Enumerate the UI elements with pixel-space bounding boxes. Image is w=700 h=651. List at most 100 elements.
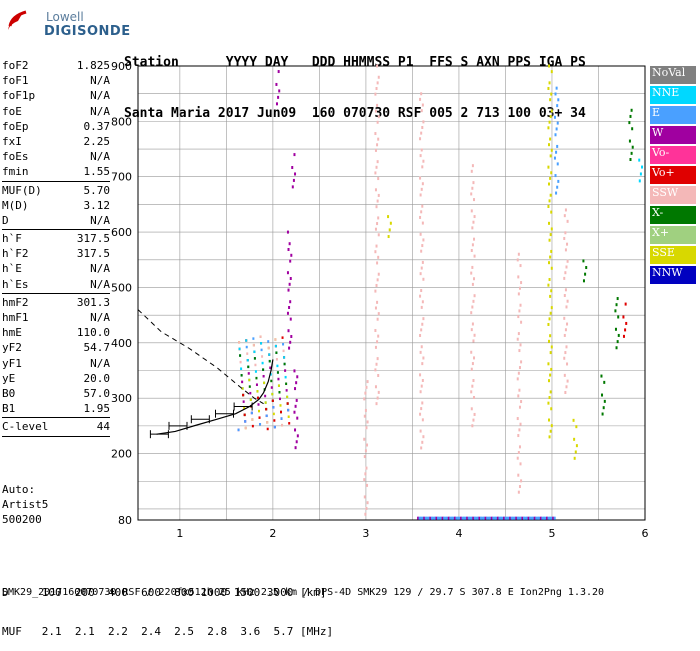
trace-point	[422, 356, 425, 360]
trace-point	[470, 407, 473, 411]
trace-point	[270, 386, 273, 389]
file-info-line: SMK29_2017160070730.RSF / 220fx512h 25 k…	[2, 587, 605, 598]
trace-point	[550, 171, 553, 175]
trace-point	[421, 221, 424, 225]
trace-point	[472, 516, 475, 520]
trace-point	[365, 466, 368, 470]
trace-point	[550, 289, 553, 293]
trace-point	[242, 393, 245, 397]
trace-point	[518, 349, 521, 353]
trace-point	[363, 397, 366, 401]
trace-point	[420, 384, 423, 388]
trace-point	[238, 341, 241, 344]
trace-point	[563, 236, 566, 240]
trace-point	[493, 516, 496, 520]
trace-point	[471, 226, 474, 230]
trace-point	[377, 390, 380, 394]
logo-text-lowell: Lowell	[46, 10, 84, 24]
trace-point	[555, 191, 558, 195]
muf-table: D 100 200 400 600 800 1000 1500 3000 [km…	[2, 560, 333, 651]
trace-point	[239, 354, 242, 357]
trace-point	[628, 139, 631, 143]
trace-point	[515, 516, 518, 520]
trace-point	[432, 516, 435, 520]
trace-point	[422, 277, 425, 281]
trace-point	[258, 409, 261, 413]
trace-point	[564, 248, 567, 252]
trace-point	[422, 238, 425, 242]
trace-point	[287, 415, 290, 418]
trace-point	[423, 516, 426, 520]
param-row: foF1p N/A	[2, 88, 110, 103]
param-key: foF1	[2, 74, 29, 88]
trace-point	[241, 387, 244, 390]
trace-point	[518, 366, 521, 370]
trace-point	[517, 332, 520, 336]
trace-point	[376, 340, 379, 344]
legend-item: X+	[650, 226, 696, 244]
trace-point	[516, 456, 519, 460]
trace-point	[549, 516, 552, 520]
param-row: foEs N/A	[2, 149, 110, 164]
trace-point	[295, 440, 298, 444]
trace-point	[456, 516, 459, 520]
trace-point	[521, 516, 524, 520]
trace-point	[262, 374, 265, 378]
trace-point	[441, 516, 444, 520]
param-key: MUF(D)	[2, 183, 42, 197]
trace-point	[544, 516, 547, 520]
trace-point	[518, 405, 521, 409]
trace-point	[376, 160, 379, 164]
trace-point	[518, 485, 521, 489]
trace-point	[272, 412, 275, 416]
trace-point	[564, 288, 567, 292]
trace-point	[566, 322, 569, 326]
trace-point	[374, 148, 377, 152]
logo-text-digisonde: DIGISONDE	[44, 24, 131, 39]
trace-point	[518, 428, 521, 432]
trace-point	[287, 329, 290, 333]
trace-point	[376, 143, 379, 147]
trace-point	[419, 97, 422, 101]
y-tick-label: 80	[118, 514, 132, 527]
trace-point	[473, 395, 476, 399]
param-value: 1.55	[83, 165, 111, 179]
legend-item: SSE	[650, 246, 696, 264]
param-row: B1 1.95	[2, 401, 110, 416]
y-tick-label: 700	[111, 171, 132, 184]
trace-point	[566, 219, 569, 223]
trace-point	[274, 338, 277, 341]
trace-point	[553, 516, 556, 520]
trace-point	[377, 216, 380, 220]
y-tick-label: 300	[111, 392, 132, 405]
param-row: B0 57.0	[2, 386, 110, 401]
trace-point	[566, 242, 569, 246]
trace-point	[419, 350, 422, 354]
trace-point	[630, 151, 633, 155]
trace-point	[271, 399, 274, 402]
trace-point	[366, 501, 369, 505]
trace-point	[520, 400, 523, 404]
trace-point	[585, 266, 588, 270]
trace-point	[419, 294, 422, 298]
trace-point	[547, 261, 550, 265]
trace-point	[377, 233, 380, 237]
param-row: fxI 2.25	[2, 134, 110, 149]
trace-point	[492, 516, 495, 520]
param-value: 44	[96, 420, 110, 434]
trace-point	[252, 337, 255, 340]
param-key: fxI	[2, 134, 22, 148]
trace-point	[289, 340, 292, 344]
trace-point	[285, 389, 288, 392]
trace-point	[498, 516, 501, 520]
trace-point	[503, 516, 506, 520]
trace-point	[374, 132, 377, 136]
trace-point	[422, 435, 425, 439]
trace-point	[387, 235, 390, 239]
trace-point	[478, 516, 481, 520]
trace-point	[251, 418, 254, 421]
param-value: 317.5	[76, 232, 110, 246]
param-row: yF2 54.7	[2, 340, 110, 355]
trace-point	[565, 305, 568, 309]
trace-point	[420, 345, 423, 349]
